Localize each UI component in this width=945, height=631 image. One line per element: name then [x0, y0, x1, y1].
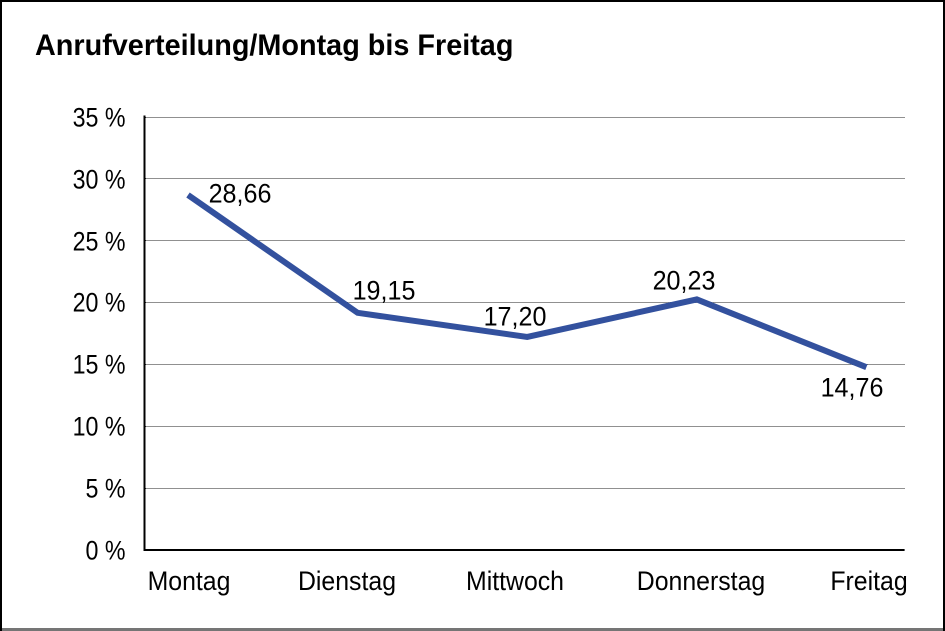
y-axis-tick-label: 20 % — [72, 287, 126, 318]
y-axis-tick-label: 0 % — [85, 535, 126, 566]
x-axis-label: Donnerstag — [636, 566, 766, 597]
y-axis-tick-label: 15 % — [72, 349, 126, 380]
data-label: 14,76 — [820, 372, 884, 402]
x-axis-label: Freitag — [830, 566, 908, 597]
y-axis-tick-label: 5 % — [85, 473, 126, 504]
chart-title: Anrufverteilung/Montag bis Freitag — [35, 29, 514, 62]
data-label: 20,23 — [652, 265, 716, 296]
series-line — [186, 192, 868, 370]
data-label: 28,66 — [208, 178, 272, 208]
data-label: 19,15 — [352, 275, 416, 306]
x-axis-label: Dienstag — [297, 566, 396, 597]
y-axis-tick-label: 35 % — [72, 102, 126, 133]
bottom-edge — [0, 628, 945, 631]
y-axis-tick-label: 25 % — [72, 226, 126, 257]
x-axis-label: Mittwoch — [465, 566, 564, 597]
data-label: 17,20 — [483, 301, 547, 331]
y-axis-tick-label: 30 % — [72, 164, 126, 195]
y-axis-tick-label: 10 % — [72, 411, 126, 442]
x-axis-label: Montag — [147, 566, 231, 597]
